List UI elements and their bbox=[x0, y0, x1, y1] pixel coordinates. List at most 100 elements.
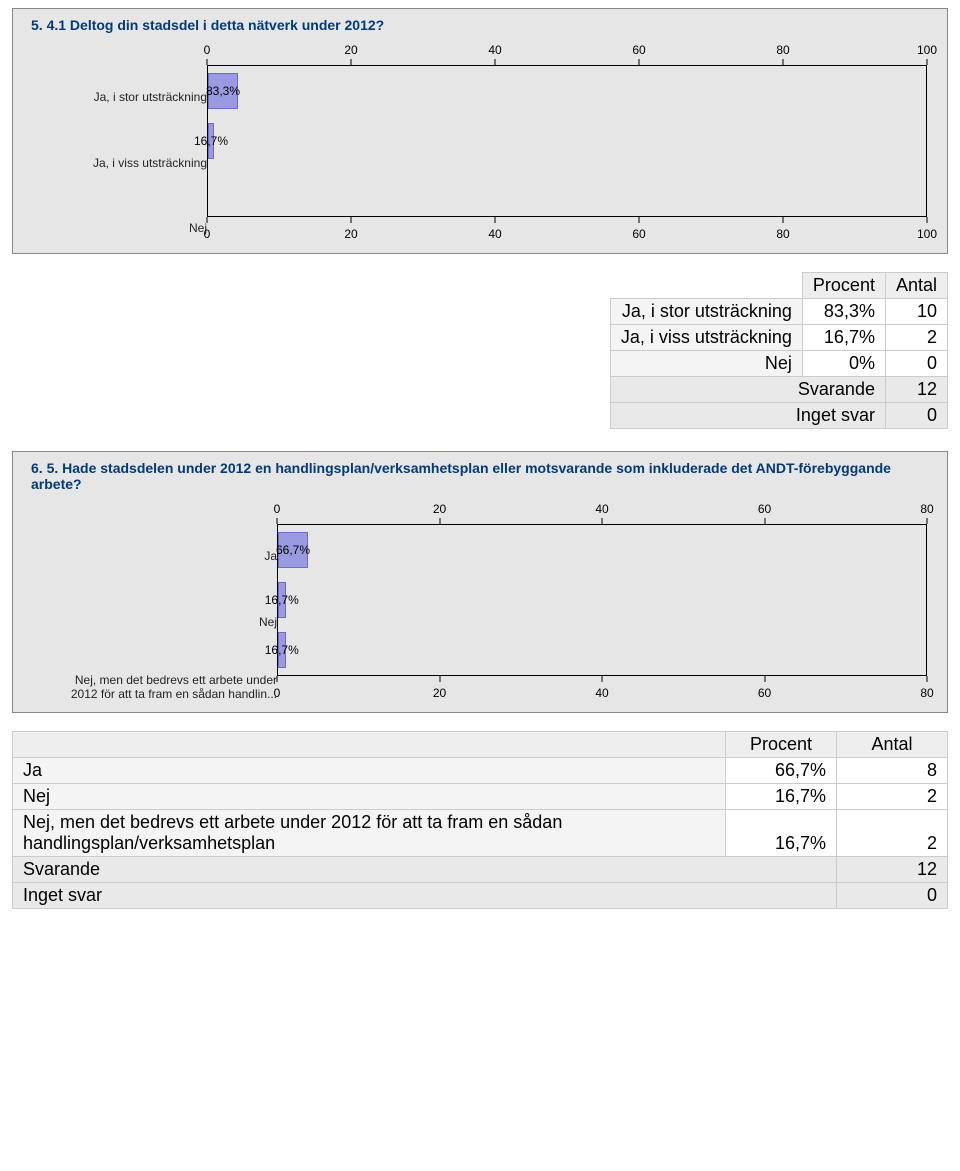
chart-y-labels: Ja, i stor utsträckningJa, i viss utsträ… bbox=[27, 65, 207, 261]
table-summary-row: Inget svar0 bbox=[610, 403, 947, 429]
tick-mark bbox=[602, 676, 603, 682]
chart-bar-value: 83,3% bbox=[206, 84, 240, 98]
table-summary-label: Inget svar bbox=[13, 883, 837, 909]
tick-label: 0 bbox=[274, 686, 281, 700]
table-cell-label: Nej bbox=[13, 784, 726, 810]
table-summary-label: Svarande bbox=[610, 377, 885, 403]
table-cell-procent: 16,7% bbox=[726, 810, 837, 857]
table-cell-antal: 10 bbox=[885, 299, 947, 325]
tick-label: 100 bbox=[917, 43, 937, 57]
table-header-blank bbox=[610, 273, 802, 299]
table-cell-procent: 16,7% bbox=[802, 325, 885, 351]
tick-mark bbox=[783, 217, 784, 223]
tick-label: 60 bbox=[632, 43, 645, 57]
tick-label: 20 bbox=[344, 227, 357, 241]
tick-label: 20 bbox=[433, 686, 446, 700]
tick-label: 0 bbox=[204, 43, 211, 57]
tick-label: 80 bbox=[776, 227, 789, 241]
chart-bar-row: 66,7% bbox=[278, 525, 314, 575]
chart-top-ticks: 020406080 bbox=[277, 502, 927, 518]
tick-mark bbox=[439, 676, 440, 682]
chart-y-labels: JaNejNej, men det bedrevs ett arbete und… bbox=[27, 524, 277, 720]
tick-mark bbox=[351, 217, 352, 223]
chart-bar: 16,7% bbox=[208, 123, 214, 159]
table-row: Ja, i viss utsträckning16,7%2 bbox=[610, 325, 947, 351]
chart-bar-row: 16,7% bbox=[278, 625, 314, 675]
tick-mark bbox=[927, 676, 928, 682]
table-header: Procent bbox=[802, 273, 885, 299]
chart-bar-value: 16,7% bbox=[265, 643, 299, 657]
table-summary-row: Inget svar0 bbox=[13, 883, 948, 909]
table-row: Nej, men det bedrevs ett arbete under 20… bbox=[13, 810, 948, 857]
table-header-row: ProcentAntal bbox=[13, 732, 948, 758]
table-cell-antal: 0 bbox=[885, 351, 947, 377]
table-cell-label: Ja, i viss utsträckning bbox=[610, 325, 802, 351]
table-header: Procent bbox=[726, 732, 837, 758]
table-cell-label: Nej bbox=[610, 351, 802, 377]
tick-label: 80 bbox=[920, 686, 933, 700]
chart1-plot-wrap: Ja, i stor utsträckningJa, i viss utsträ… bbox=[27, 43, 933, 239]
table-row: Nej16,7%2 bbox=[13, 784, 948, 810]
chart-plot: 83,3% 16,7% bbox=[207, 65, 927, 217]
tick-label: 60 bbox=[758, 502, 771, 516]
table-cell-label: Nej, men det bedrevs ett arbete under 20… bbox=[13, 810, 726, 857]
chart-bar-row: 83,3% bbox=[208, 66, 244, 116]
tick-label: 0 bbox=[274, 502, 281, 516]
tick-mark bbox=[207, 217, 208, 223]
table-cell-antal: 2 bbox=[837, 810, 948, 857]
tick-label: 40 bbox=[595, 502, 608, 516]
chart-y-label: Nej bbox=[27, 597, 283, 647]
chart-bar-value: 66,7% bbox=[276, 543, 310, 557]
chart-y-label: Ja bbox=[27, 532, 283, 582]
table-summary-value: 0 bbox=[837, 883, 948, 909]
table-cell-procent: 83,3% bbox=[802, 299, 885, 325]
chart-axis-area: 02040608010083,3%16,7%020406080100 bbox=[207, 43, 927, 239]
table-summary-value: 0 bbox=[885, 403, 947, 429]
chart1-title: 5. 4.1 Deltog din stadsdel i detta nätve… bbox=[31, 17, 933, 33]
chart-bar-value: 16,7% bbox=[194, 134, 228, 148]
table-summary-row: Svarande12 bbox=[610, 377, 947, 403]
chart-bar-value: 16,7% bbox=[265, 593, 299, 607]
tick-label: 60 bbox=[758, 686, 771, 700]
table-cell-antal: 2 bbox=[885, 325, 947, 351]
tick-mark bbox=[764, 676, 765, 682]
tick-label: 20 bbox=[433, 502, 446, 516]
tick-label: 40 bbox=[488, 43, 501, 57]
chart2-plot-wrap: JaNejNej, men det bedrevs ett arbete und… bbox=[27, 502, 933, 698]
table-cell-label: Ja, i stor utsträckning bbox=[610, 299, 802, 325]
chart-plot: 66,7% 16,7% 16,7% bbox=[277, 524, 927, 676]
chart1-container: 5. 4.1 Deltog din stadsdel i detta nätve… bbox=[12, 8, 948, 254]
chart-bar: 83,3% bbox=[208, 73, 238, 109]
chart-y-label: Nej bbox=[27, 203, 213, 253]
chart-axis-area: 02040608066,7%16,7%16,7%020406080 bbox=[277, 502, 927, 698]
table-summary-row: Svarande12 bbox=[13, 857, 948, 883]
table-cell-label: Ja bbox=[13, 758, 726, 784]
table-header: Antal bbox=[885, 273, 947, 299]
table-summary-value: 12 bbox=[885, 377, 947, 403]
chart-top-ticks: 020406080100 bbox=[207, 43, 927, 59]
tick-label: 80 bbox=[920, 502, 933, 516]
tick-label: 80 bbox=[776, 43, 789, 57]
tick-label: 60 bbox=[632, 227, 645, 241]
table-cell-procent: 16,7% bbox=[726, 784, 837, 810]
tick-mark bbox=[277, 676, 278, 682]
table-summary-value: 12 bbox=[837, 857, 948, 883]
table-header-row: ProcentAntal bbox=[610, 273, 947, 299]
chart-bar-row: 16,7% bbox=[278, 575, 314, 625]
chart-bar-row: 16,7% bbox=[208, 116, 244, 166]
tick-label: 0 bbox=[204, 227, 211, 241]
chart-bar: 16,7% bbox=[278, 582, 286, 618]
chart-bottom-ticks: 020406080 bbox=[277, 682, 927, 698]
table-row: Ja, i stor utsträckning83,3%10 bbox=[610, 299, 947, 325]
table-row: Ja66,7%8 bbox=[13, 758, 948, 784]
chart-y-label: Ja, i viss utsträckning bbox=[27, 138, 213, 188]
table-summary-label: Svarande bbox=[13, 857, 837, 883]
tick-label: 40 bbox=[595, 686, 608, 700]
chart-bottom-ticks: 020406080100 bbox=[207, 223, 927, 239]
tick-label: 40 bbox=[488, 227, 501, 241]
table-header-blank bbox=[13, 732, 726, 758]
chart-y-label: Nej, men det bedrevs ett arbete under 20… bbox=[27, 662, 283, 712]
table-row: Nej0%0 bbox=[610, 351, 947, 377]
table-cell-antal: 2 bbox=[837, 784, 948, 810]
chart-bar: 16,7% bbox=[278, 632, 286, 668]
